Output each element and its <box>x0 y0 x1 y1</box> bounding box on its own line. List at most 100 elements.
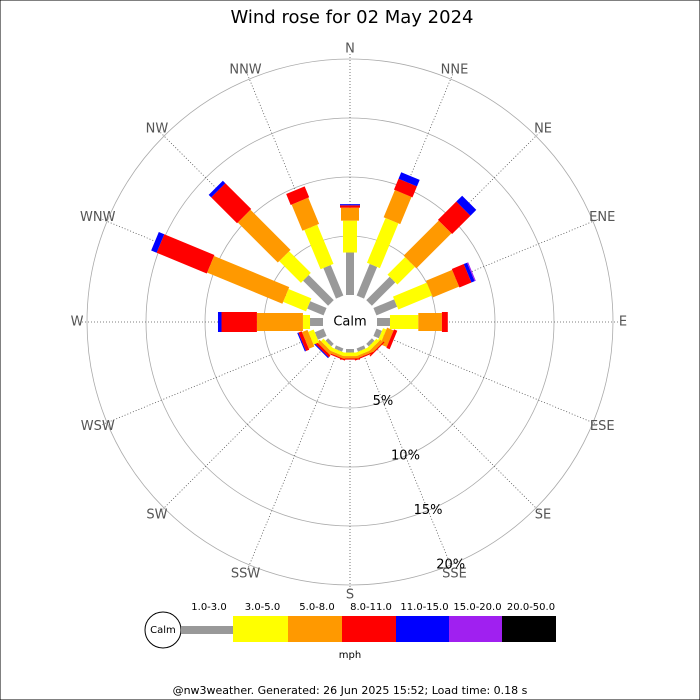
direction-label: ENE <box>589 210 615 225</box>
bar-segment <box>386 329 398 350</box>
bar-segment <box>383 190 412 225</box>
bar-segment <box>456 195 477 216</box>
direction-label: S <box>346 588 354 603</box>
bar-segment <box>392 282 433 310</box>
spoke <box>374 218 599 313</box>
bar-segment <box>320 338 334 352</box>
ring-label: 20% <box>436 557 465 572</box>
legend-label: 15.0-20.0 <box>453 602 501 613</box>
bar-segment <box>343 352 357 357</box>
footer: @nw3weather. Generated: 26 Jun 2025 15:5… <box>173 684 528 697</box>
bar-segment <box>356 345 366 352</box>
bar-segment <box>467 262 476 282</box>
direction-label: NNE <box>441 62 469 77</box>
spoke <box>359 346 454 571</box>
direction-label: SSW <box>231 567 261 582</box>
legend-swatch <box>181 626 233 634</box>
bar-segment <box>346 252 354 295</box>
bar-segment <box>356 263 378 299</box>
bar-segment <box>463 262 475 283</box>
bar-segment <box>403 220 452 269</box>
legend-swatch <box>449 616 502 642</box>
direction-label: WNW <box>80 210 116 225</box>
legend-swatch <box>233 616 288 642</box>
direction-label: SSE <box>442 567 467 582</box>
bar-segment <box>323 264 344 299</box>
legend-unit: mph <box>339 650 361 661</box>
bar-segment <box>366 276 396 306</box>
bar-segment <box>208 180 226 198</box>
direction-label: ESE <box>590 419 615 434</box>
legend-swatch <box>288 616 342 642</box>
bar-segment <box>441 312 448 332</box>
bar-segment <box>373 328 382 339</box>
direction-label: WSW <box>81 419 115 434</box>
direction-label: NW <box>146 121 169 136</box>
bar-segment <box>354 351 374 361</box>
bar-segment <box>211 183 252 224</box>
bar-segment <box>217 312 222 332</box>
bar-segment <box>366 218 399 269</box>
calm-circle <box>325 297 375 347</box>
bar-segment <box>207 255 290 304</box>
bar-segment <box>221 312 257 332</box>
bar-segment <box>310 318 323 326</box>
ring-label: 10% <box>391 448 420 463</box>
bar-segment <box>151 231 165 253</box>
calm-label: Calm <box>333 315 366 330</box>
bar-segment <box>373 299 398 316</box>
bar-segment <box>298 331 310 352</box>
direction-label: E <box>619 315 627 330</box>
bar-segment <box>317 339 333 355</box>
legend-label: 3.0-5.0 <box>245 602 280 613</box>
legend-label: 5.0-8.0 <box>299 602 334 613</box>
bar-segment <box>308 329 320 345</box>
bar-segment <box>297 332 306 352</box>
bar-segment <box>377 328 387 343</box>
legend-label: 8.0-11.0 <box>350 602 392 613</box>
bar-segment <box>327 350 346 360</box>
bar-segment <box>341 207 359 221</box>
bar-segment <box>398 172 420 187</box>
bar-segment <box>426 269 460 298</box>
legend-label: 1.0-3.0 <box>191 602 226 613</box>
legend-swatch <box>396 616 449 642</box>
bar-segment <box>307 301 327 316</box>
direction-label: N <box>345 42 355 57</box>
spoke <box>246 73 341 298</box>
legend-calm-label: Calm <box>150 625 176 636</box>
bar-segment <box>313 343 329 359</box>
spoke <box>159 340 332 513</box>
bar-segment <box>314 341 331 358</box>
grid-ring <box>86 58 614 586</box>
bar-segment <box>291 197 320 231</box>
ring-label: 5% <box>373 394 394 409</box>
bar-segment <box>340 204 360 206</box>
bar-segment <box>437 201 471 235</box>
bar-segment <box>334 345 344 352</box>
bar-segment <box>283 288 312 312</box>
bar-segment <box>256 313 303 331</box>
bar-segment <box>366 338 380 352</box>
bar-segment <box>303 275 334 306</box>
spoke <box>246 346 341 571</box>
spoke <box>368 340 541 513</box>
legend-swatch <box>342 616 396 642</box>
direction-label: NNW <box>229 62 261 77</box>
spoke <box>101 331 326 426</box>
bar-segment <box>301 329 315 349</box>
direction-label: SW <box>146 508 167 523</box>
bar-segment <box>330 347 345 357</box>
bar-segment <box>354 350 373 360</box>
bar-segment <box>302 315 311 329</box>
bar-segment <box>377 318 390 326</box>
bar-segment <box>340 205 360 208</box>
chart-title: Wind rose for 02 May 2024 <box>231 7 474 28</box>
bar-segment <box>366 338 375 347</box>
legend-label: 20.0-50.0 <box>507 602 555 613</box>
bar-segment <box>156 234 215 274</box>
bar-segment <box>387 257 415 285</box>
legend-swatch <box>502 616 556 642</box>
bar-segment <box>346 349 354 353</box>
